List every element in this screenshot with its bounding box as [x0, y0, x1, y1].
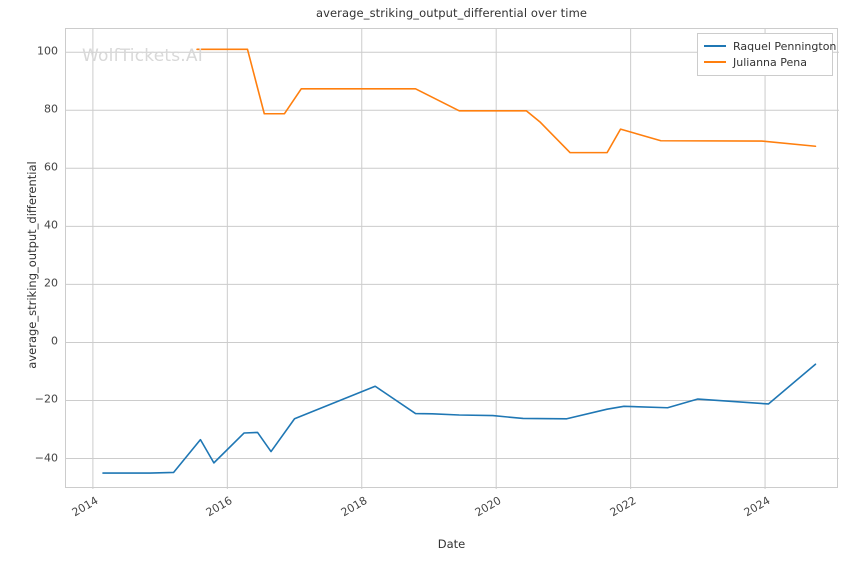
y-tick-label: 0 [51, 334, 58, 348]
chart-title: average_striking_output_differential ove… [315, 6, 588, 20]
x-tick-label: 2024 [741, 494, 773, 520]
series-line-julianna-pena [196, 48, 817, 154]
legend-item-julianna-pena[interactable]: Julianna Pena [704, 54, 826, 70]
y-tick-label: 60 [44, 160, 58, 174]
x-axis-label: Date [437, 537, 466, 551]
y-tick-label: −40 [34, 451, 58, 465]
plot-canvas [66, 29, 839, 489]
legend-item-raquel-pennington[interactable]: Raquel Pennington [704, 38, 836, 54]
legend-swatch-raquel-pennington [704, 45, 726, 47]
gridlines [66, 29, 839, 489]
y-tick-label: 20 [44, 276, 58, 290]
y-tick-label: 80 [44, 102, 58, 116]
legend-label-raquel-pennington: Raquel Pennington [733, 39, 837, 53]
x-tick-label: 2022 [607, 494, 639, 520]
x-tick-label: 2020 [472, 494, 504, 520]
x-tick-label: 2016 [204, 494, 235, 520]
x-tick-label: 2014 [69, 494, 101, 520]
legend: Raquel Pennington Julianna Pena [697, 33, 836, 76]
plot-area [65, 28, 839, 489]
legend-swatch-julianna-pena [704, 61, 726, 63]
x-tick-label: 2018 [338, 494, 370, 520]
y-tick-label: −20 [34, 392, 58, 406]
y-tick-label: 40 [44, 218, 58, 232]
legend-label-julianna-pena: Julianna Pena [733, 55, 807, 69]
series-line-raquel-pennington [102, 363, 817, 474]
y-tick-label: 100 [37, 44, 58, 58]
data-series-group [102, 48, 817, 474]
